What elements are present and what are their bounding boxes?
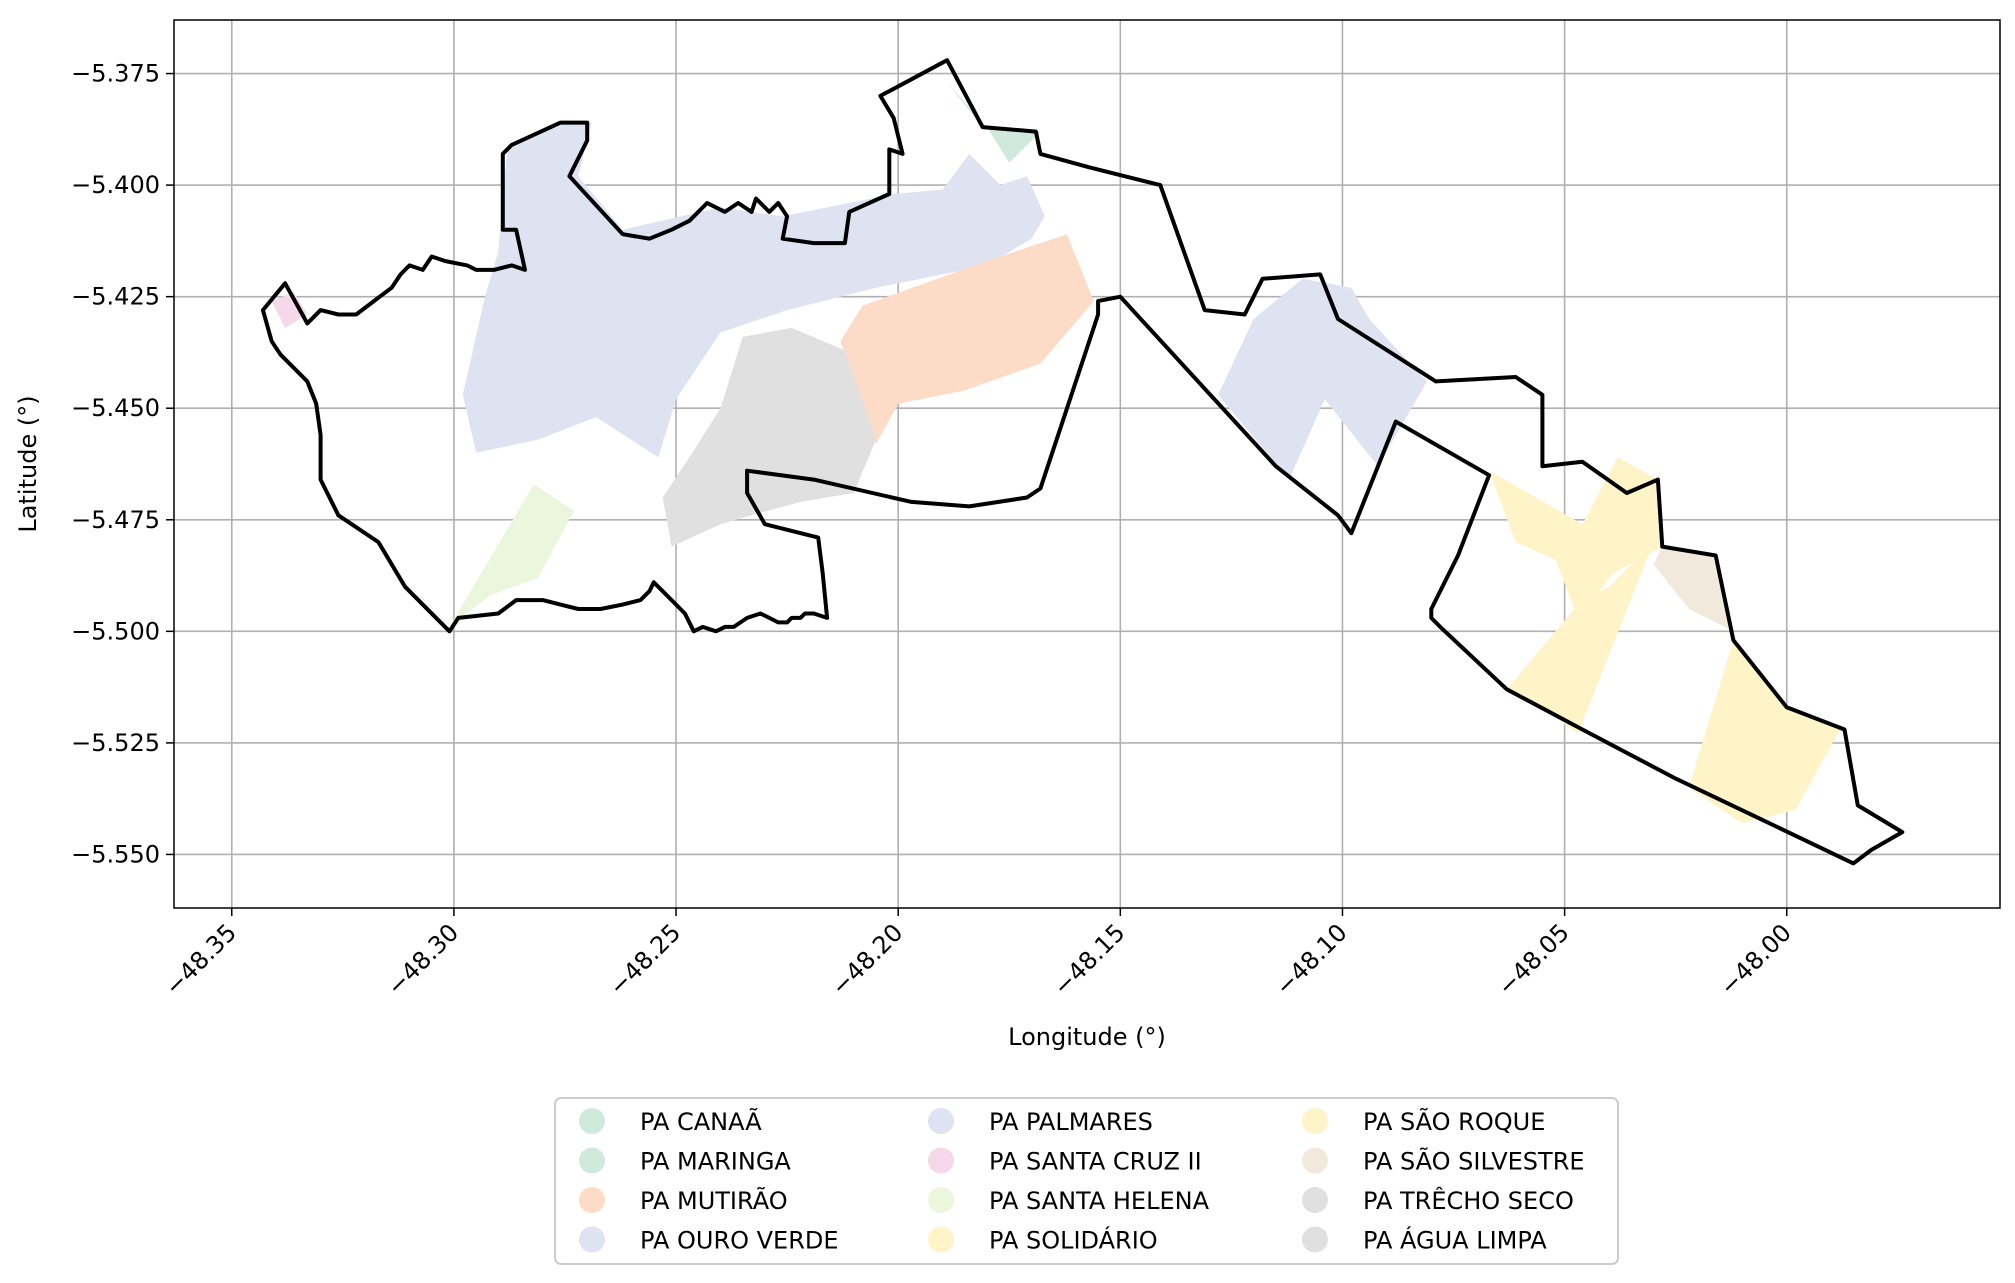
y-tick-label: −5.400 (71, 171, 160, 199)
legend-marker (928, 1226, 954, 1253)
legend-marker (928, 1108, 954, 1134)
legend-marker (1302, 1108, 1328, 1134)
legend-marker (579, 1108, 605, 1134)
y-tick-label: −5.525 (71, 729, 160, 757)
legend-marker (579, 1147, 605, 1174)
x-tick-label: −48.25 (604, 918, 687, 1001)
legend-label: PA ÁGUA LIMPA (1363, 1226, 1547, 1255)
legend-marker (579, 1226, 605, 1253)
y-tick-label: −5.475 (71, 506, 160, 534)
y-tick-label: −5.450 (71, 394, 160, 422)
legend-label: PA SÃO SILVESTRE (1363, 1146, 1585, 1176)
y-tick-label: −5.425 (71, 283, 160, 311)
x-tick-label: −48.20 (826, 918, 909, 1001)
x-tick-label: −48.15 (1048, 918, 1131, 1001)
y-tick-label: −5.550 (71, 840, 160, 868)
legend-label: PA CANAÃ (640, 1106, 762, 1136)
legend-label: PA PALMARES (989, 1108, 1153, 1136)
legend: PA CANAÃ PA MARINGA PA MUTIRÃO PA OURO VERD… (554, 1097, 1619, 1265)
x-tick-label: −48.10 (1270, 918, 1353, 1001)
legend-marker (1302, 1226, 1328, 1253)
legend-marker (579, 1187, 605, 1213)
legend-label: PA SANTA CRUZ II (989, 1148, 1202, 1176)
legend-label: PA SANTA HELENA (989, 1187, 1210, 1215)
area-pa-trêcho-seco (662, 327, 876, 547)
legend-label: PA OURO VERDE (640, 1227, 839, 1255)
legend-box (554, 1097, 1619, 1265)
legend-label: PA SOLIDÁRIO (989, 1226, 1158, 1255)
legend-label: PA TRÊCHO SECO (1363, 1186, 1574, 1215)
x-tick-label: −48.30 (382, 918, 465, 1001)
plot-frame (173, 19, 2001, 909)
area-pa-santa-helena (449, 484, 574, 627)
area-pa-mutirão (840, 234, 1094, 444)
legend-label: PA MUTIRÃO (640, 1185, 788, 1215)
legend-marker (928, 1187, 954, 1213)
area-pa-são-silvestre (1653, 546, 1734, 632)
y-axis-label: Latitude (°) (14, 395, 42, 532)
municipality-boundary (260, 58, 1905, 866)
x-tick-label: −48.35 (159, 918, 242, 1001)
legend-marker (1302, 1187, 1328, 1213)
legend-marker (1302, 1147, 1328, 1174)
legend-label: PA MARINGA (640, 1148, 791, 1176)
legend-label: PA SÃO ROQUE (1363, 1106, 1545, 1136)
area-pa-solidário (1489, 457, 1663, 618)
area-pa-são-roque (1506, 542, 1654, 734)
area-pa-solidário (1689, 640, 1841, 824)
x-axis-ticks: −48.35 −48.30 −48.25 −48.20 −48.15 −48.10 −48.… (159, 908, 1797, 1001)
settlement-areas (271, 82, 1841, 824)
x-axis-label: Longitude (°) (1008, 1023, 1166, 1051)
area-pa-santa-cruz-ii (271, 292, 308, 328)
legend-marker (928, 1147, 954, 1174)
y-tick-label: −5.500 (71, 617, 160, 645)
y-axis-ticks: −5.375 −5.400 −5.425 −5.450 −5.475 −5.500 −5.5… (71, 60, 174, 868)
x-tick-label: −48.00 (1714, 918, 1797, 1001)
area-pa-ouro-verde (1218, 278, 1427, 480)
area-pa-palmares (462, 122, 1045, 458)
x-tick-label: −48.05 (1492, 918, 1575, 1001)
y-tick-label: −5.375 (71, 60, 160, 88)
area-pa-maringa (947, 82, 1041, 163)
